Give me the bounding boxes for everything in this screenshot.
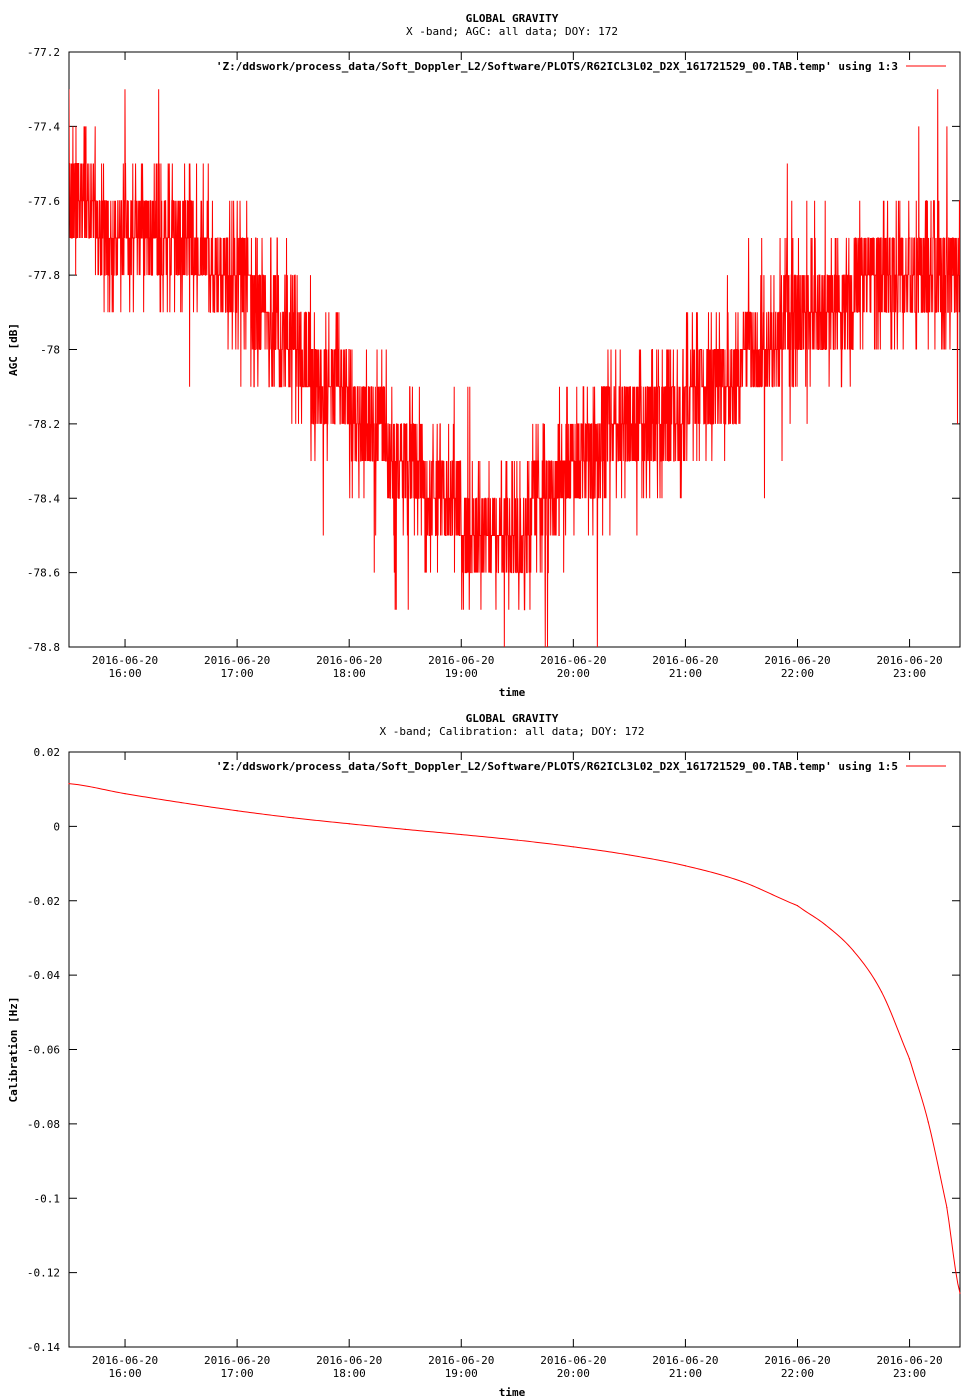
x-tick-date-label: 2016-06-20 <box>204 1354 270 1367</box>
y-axis-label: AGC [dB] <box>7 323 20 376</box>
x-tick-date-label: 2016-06-20 <box>652 654 718 667</box>
data-point <box>180 801 182 804</box>
x-tick-date-label: 2016-06-20 <box>316 654 382 667</box>
y-tick-label: -0.04 <box>27 969 60 982</box>
y-tick-label: -77.6 <box>27 195 60 208</box>
x-tick-date-label: 2016-06-20 <box>540 654 606 667</box>
x-tick-time-label: 20:00 <box>557 667 590 680</box>
y-tick-label: 0.02 <box>34 746 61 759</box>
data-point <box>628 854 630 856</box>
x-tick-time-label: 23:00 <box>893 667 926 680</box>
y-tick-label: -0.02 <box>27 895 60 908</box>
x-tick-date-label: 2016-06-20 <box>316 1354 382 1367</box>
chart-subtitle: X -band; Calibration: all data; DOY: 172 <box>380 725 645 738</box>
y-tick-label: -78.4 <box>27 492 60 505</box>
data-point <box>684 865 687 867</box>
series-line-agc <box>69 89 960 647</box>
x-tick-time-label: 23:00 <box>893 1367 926 1380</box>
data-point <box>927 1121 929 1123</box>
x-tick-time-label: 22:00 <box>781 667 814 680</box>
y-tick-label: -0.1 <box>34 1192 61 1205</box>
data-point <box>908 1058 911 1060</box>
x-tick-time-label: 19:00 <box>445 1367 478 1380</box>
plot-frame <box>68 751 961 1348</box>
x-tick-time-label: 19:00 <box>445 667 478 680</box>
x-tick-date-label: 2016-06-20 <box>652 1354 718 1367</box>
x-tick-time-label: 21:00 <box>669 1367 702 1380</box>
data-point <box>68 783 70 785</box>
x-tick-date-label: 2016-06-20 <box>204 654 270 667</box>
data-point <box>946 1206 948 1209</box>
chart-title: GLOBAL GRAVITY <box>466 12 559 25</box>
data-point <box>516 839 518 841</box>
data-point <box>460 833 462 836</box>
data-point <box>796 904 799 907</box>
x-tick-time-label: 17:00 <box>221 667 254 680</box>
data-point <box>404 828 406 830</box>
y-tick-label: -0.08 <box>27 1118 60 1131</box>
y-tick-label: -77.8 <box>27 269 60 282</box>
x-tick-date-label: 2016-06-20 <box>540 1354 606 1367</box>
x-tick-date-label: 2016-06-20 <box>764 654 830 667</box>
series-line-calibration <box>69 783 960 1294</box>
x-tick-date-label: 2016-06-20 <box>428 1354 494 1367</box>
data-point <box>824 924 827 926</box>
y-tick-label: -0.14 <box>27 1341 60 1354</box>
x-tick-date-label: 2016-06-20 <box>428 654 494 667</box>
data-point <box>236 810 238 812</box>
x-tick-time-label: 20:00 <box>557 1367 590 1380</box>
chart-subtitle: X -band; AGC: all data; DOY: 172 <box>406 25 618 38</box>
x-tick-time-label: 17:00 <box>221 1367 254 1380</box>
data-point <box>959 1292 961 1294</box>
y-tick-label: -78.6 <box>27 567 60 580</box>
x-tick-time-label: 16:00 <box>108 1367 141 1380</box>
x-tick-time-label: 16:00 <box>108 667 141 680</box>
data-point <box>880 991 883 993</box>
data-point <box>348 823 350 825</box>
y-tick-label: -0.06 <box>27 1044 60 1057</box>
x-axis-label: time <box>499 686 526 699</box>
x-tick-date-label: 2016-06-20 <box>92 1354 158 1367</box>
x-tick-time-label: 22:00 <box>781 1367 814 1380</box>
x-tick-date-label: 2016-06-20 <box>92 654 158 667</box>
data-point <box>852 950 855 952</box>
data-point <box>124 793 126 795</box>
x-tick-date-label: 2016-06-20 <box>876 1354 942 1367</box>
x-tick-date-label: 2016-06-20 <box>876 654 942 667</box>
x-tick-time-label: 21:00 <box>669 667 702 680</box>
x-tick-date-label: 2016-06-20 <box>764 1354 830 1367</box>
legend-label: 'Z:/ddswork/process_data/Soft_Doppler_L2… <box>216 760 898 773</box>
y-tick-label: -77.2 <box>27 46 60 59</box>
legend-label: 'Z:/ddswork/process_data/Soft_Doppler_L2… <box>216 60 898 73</box>
chart-title: GLOBAL GRAVITY <box>466 712 559 725</box>
x-tick-time-label: 18:00 <box>333 1367 366 1380</box>
y-tick-label: -78 <box>40 344 60 357</box>
data-point <box>572 846 574 848</box>
y-tick-label: -77.4 <box>27 120 60 133</box>
y-tick-label: -0.12 <box>27 1267 60 1280</box>
data-point <box>740 880 743 883</box>
x-tick-time-label: 18:00 <box>333 667 366 680</box>
data-point <box>292 817 294 819</box>
y-tick-label: 0 <box>53 820 60 833</box>
x-axis-label: time <box>499 1386 526 1399</box>
y-tick-label: -78.8 <box>27 641 60 654</box>
y-tick-label: -78.2 <box>27 418 60 431</box>
y-axis-label: Calibration [Hz] <box>7 997 20 1103</box>
